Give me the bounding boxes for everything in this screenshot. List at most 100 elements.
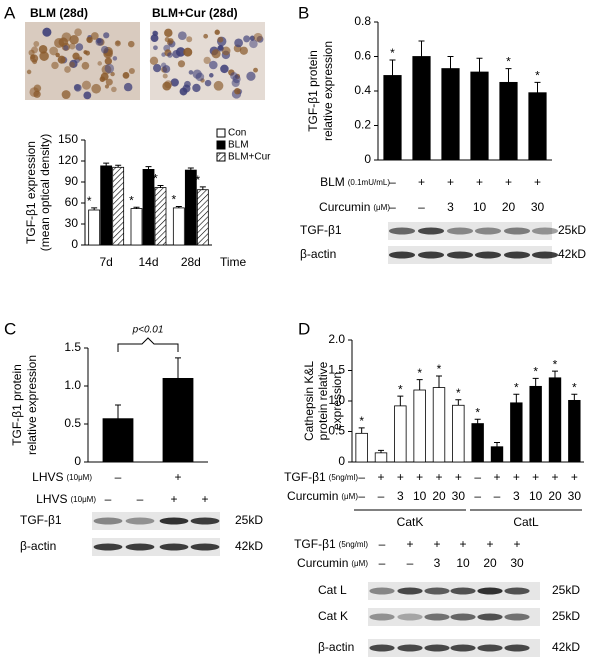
significance: * [506, 55, 511, 69]
row-label: LHVS [36, 492, 67, 506]
row-unit: (0.1mU/mL) [348, 178, 391, 187]
y-axis-label: TGF-β1 expression [24, 141, 38, 244]
blot-label: TGF-β1 [300, 223, 342, 237]
cell [100, 45, 109, 54]
row-cell: + [505, 175, 512, 189]
cell [104, 57, 113, 65]
error-bar [447, 56, 454, 69]
x-tick-label: 28d [181, 255, 201, 269]
cell [105, 78, 113, 86]
y-tick-label: 90 [65, 174, 79, 188]
band [417, 227, 445, 235]
row-cell: + [435, 470, 442, 484]
row-unit: (10μM) [67, 473, 93, 482]
cell [128, 67, 135, 74]
y-axis-label: relative expression [25, 355, 39, 455]
blot-size: 25kD [552, 583, 580, 597]
cell [31, 46, 39, 54]
cell [72, 52, 80, 60]
band [424, 644, 450, 652]
bar [452, 404, 465, 463]
cell [111, 86, 117, 93]
cell [26, 69, 32, 75]
bar [196, 189, 209, 246]
bar [112, 166, 125, 246]
row-cell: 3 [513, 489, 520, 503]
error-bar [534, 81, 541, 93]
blot-size: 25kD [552, 609, 580, 623]
row-unit: (5ng/ml) [339, 540, 369, 549]
significance: * [456, 386, 461, 400]
cell [186, 36, 193, 43]
row-cell: + [455, 470, 462, 484]
bar [130, 208, 143, 246]
cell [49, 46, 59, 56]
row-cell: 10 [529, 489, 543, 503]
y-axis-label: TGF-β1 protein [306, 50, 320, 132]
error-bar [145, 166, 152, 170]
row-cell: + [513, 470, 520, 484]
cell [75, 43, 84, 51]
cell [183, 47, 193, 57]
row-cell: 10 [413, 489, 427, 503]
legend-label: BLM [228, 140, 249, 151]
x-axis-label: Time [220, 255, 247, 269]
legend-swatch [216, 128, 226, 138]
histology-cells [26, 27, 264, 100]
significance: * [129, 193, 134, 207]
cell [114, 40, 121, 47]
legend-label: BLM+Cur [228, 152, 271, 163]
significance: * [153, 172, 158, 186]
band [388, 227, 416, 235]
row-cell: – [407, 556, 414, 570]
band [504, 644, 530, 652]
error-bar [552, 370, 558, 378]
bar [499, 81, 518, 161]
cell [57, 55, 66, 64]
row-cell: – [378, 489, 385, 503]
band [159, 517, 189, 525]
band [531, 227, 559, 235]
band [397, 613, 423, 621]
significance: * [171, 193, 176, 207]
panel-label: A [4, 3, 16, 22]
significance: * [417, 366, 422, 380]
cell [128, 40, 135, 48]
row-cell: + [377, 470, 384, 484]
y-axis-label: Cathepsin K&L [302, 361, 316, 441]
row-cell: – [389, 175, 396, 189]
cell [153, 63, 162, 73]
band [190, 543, 220, 551]
cell [150, 34, 159, 43]
cell [211, 49, 221, 59]
row-unit: (10μM) [71, 495, 97, 504]
error-bar [418, 40, 425, 57]
bar [102, 418, 134, 463]
annotation: p<0.01 [132, 325, 164, 336]
row-cell: + [201, 492, 208, 506]
error-bar [103, 162, 110, 166]
band [504, 587, 530, 595]
cell [33, 90, 41, 98]
y-axis-label: TGF-β1 protein [10, 364, 24, 446]
error-bar [115, 404, 121, 419]
row-cell: 10 [473, 200, 487, 214]
row-cell: – [494, 489, 501, 503]
cell [217, 44, 224, 52]
row-cell: – [474, 489, 481, 503]
y-tick-label: 0 [71, 237, 78, 251]
row-cell: + [493, 470, 500, 484]
band [369, 644, 395, 652]
cell [164, 28, 173, 38]
row-cell: 10 [456, 556, 470, 570]
cell [162, 65, 171, 73]
error-bar [416, 379, 423, 391]
row-label: LHVS [32, 470, 63, 484]
band [446, 251, 474, 259]
cell [103, 32, 110, 39]
blot [388, 222, 552, 240]
group-label: CatL [513, 515, 539, 529]
error-bar [505, 68, 512, 83]
row-cell: 3 [434, 556, 441, 570]
row-unit: (μM) [341, 492, 358, 501]
